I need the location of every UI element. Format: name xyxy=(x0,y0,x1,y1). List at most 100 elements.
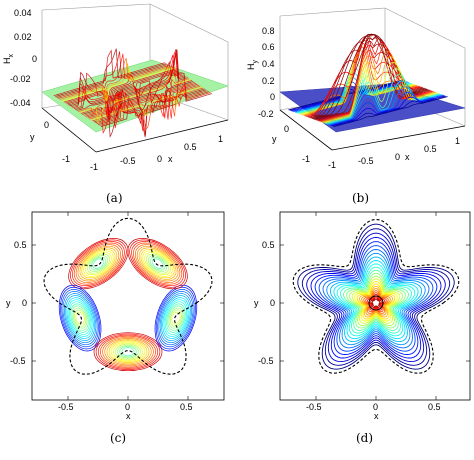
panel-c-contour-line xyxy=(119,346,137,358)
panel-c-contour-line xyxy=(154,284,198,352)
panel-c-contour-line xyxy=(81,248,116,279)
panel-d-contours xyxy=(292,218,460,374)
panel-b-ylabel: y xyxy=(272,134,277,144)
panel-d-contour-line xyxy=(354,281,398,322)
panel-c-contour-line xyxy=(104,338,152,366)
panel-b-mesh-line xyxy=(289,80,404,111)
panel-b-mesh-line xyxy=(331,95,446,127)
panel-a-mesh-line xyxy=(73,52,185,110)
panel-b-mesh-line xyxy=(333,96,448,127)
panel-c-contour-line xyxy=(58,284,102,352)
panel-c-contour-line xyxy=(92,258,105,269)
panel-c-contour-line xyxy=(157,289,195,348)
panel-d-contour-line xyxy=(370,297,382,308)
panel-c-contour-line xyxy=(102,336,154,367)
panel-c-contour-line xyxy=(72,241,125,287)
panel-b-mesh-line xyxy=(325,74,441,125)
panel-a-xtick: -1 xyxy=(90,162,98,172)
panel-d-contour-line xyxy=(318,245,434,352)
panel-a-mesh-line xyxy=(53,49,165,96)
panel-d-caption: (d) xyxy=(356,431,373,445)
panel-b-mesh-line xyxy=(314,34,429,120)
panel-b-mesh-line xyxy=(323,62,438,124)
panel-a-mesh-line xyxy=(75,49,187,111)
panel-d-ytick: -0.5 xyxy=(258,356,274,366)
panel-b-mesh-line xyxy=(324,68,439,124)
panel-c-contour-line xyxy=(90,256,107,271)
panel-a: Hx 0.04 0.02 0 -0.02 -0.04 0 y -1 -1 -0.… xyxy=(2,3,229,205)
panel-c-contour-line xyxy=(83,250,114,277)
panel-c-contours xyxy=(43,217,213,375)
panel-c-contour-line xyxy=(148,255,168,272)
panel-c-contour-line xyxy=(72,307,88,329)
panel-c-contour-line xyxy=(127,238,188,290)
panel-b-ztick: 0.6 xyxy=(262,42,275,52)
panel-d-xlabel: x xyxy=(374,411,379,421)
panel-a-box-front xyxy=(41,107,229,153)
panel-b-mesh-line xyxy=(312,33,428,120)
panel-c-contour-line xyxy=(62,291,98,346)
panel-c-contour-line xyxy=(146,253,170,274)
panel-b-ztick: -0.2 xyxy=(258,109,274,119)
panel-c-contour-line xyxy=(97,334,159,369)
panel-a-mesh-line xyxy=(66,70,178,119)
panel-a-mesh-line xyxy=(85,82,197,119)
panel-a-mesh-line xyxy=(58,53,170,99)
panel-c-ylabel: y xyxy=(6,298,11,308)
panel-b-mesh-line xyxy=(316,38,432,121)
panel-b-xtick: 0.5 xyxy=(424,144,437,154)
panel-b-mesh-line xyxy=(293,81,408,113)
panel-a-mesh-line xyxy=(62,67,174,102)
panel-b-mesh-line xyxy=(298,63,413,115)
panel-c-contour-line xyxy=(88,255,108,272)
panel-c-contour-line xyxy=(135,244,181,283)
panel-c-contour-line xyxy=(106,339,150,365)
panel-a-xtick: 0.5 xyxy=(184,142,197,152)
panel-d-contour-line xyxy=(322,249,430,349)
panel-c-contour-line xyxy=(158,291,194,346)
panel-c-ytick: 0.5 xyxy=(14,240,27,250)
panel-b-ztick: 0.4 xyxy=(262,59,275,69)
panel-c-contour-line xyxy=(138,247,177,280)
panel-c-contour-line xyxy=(166,303,186,333)
panel-c-contour-line xyxy=(61,289,99,348)
panel-c-ticks xyxy=(32,212,224,400)
panel-b-ytick: -1 xyxy=(302,154,310,164)
panel-b-xtick: -1 xyxy=(328,160,336,170)
panel-a-xtick: 1 xyxy=(218,134,223,144)
panel-d-contour-line xyxy=(343,269,409,331)
panel-a-mesh-line xyxy=(63,68,175,116)
panel-a-mesh-line xyxy=(72,49,184,109)
panel-c-contour-line xyxy=(93,332,163,372)
panel-a-mesh-line xyxy=(77,60,190,116)
panel-c-contour-line xyxy=(100,335,156,368)
panel-c-caption: (c) xyxy=(110,431,126,445)
panel-d-contour-line xyxy=(361,288,391,316)
panel-c-contour-line xyxy=(168,307,184,329)
panel-c-contour-line xyxy=(68,301,92,335)
panel-c-contour-line xyxy=(70,303,90,333)
panel-c-contour-line xyxy=(159,293,193,344)
panel-c-contour-line xyxy=(163,299,189,337)
panel-a-ztick: 0 xyxy=(32,54,37,64)
panel-b-mesh-line xyxy=(322,56,437,123)
panel-d-boundary xyxy=(292,218,460,374)
panel-a-mesh-line xyxy=(68,71,180,122)
panel-d-contour-line xyxy=(333,260,419,340)
panel-a-mesh-line xyxy=(55,48,167,97)
panel-d-contour-line xyxy=(297,223,455,370)
panel-c-contour-line xyxy=(121,347,135,357)
panel-c-contour-line xyxy=(85,252,112,276)
panel-b-mesh-line xyxy=(332,95,447,127)
panel-d: -0.5 0 0.5 x 0.5 0 -0.5 y (d) xyxy=(254,211,471,445)
panel-d-xtick: -0.5 xyxy=(306,402,322,412)
panel-d-contour-line xyxy=(306,232,446,363)
panel-a-mesh-line xyxy=(70,55,182,108)
panel-b-zlabel: Hy xyxy=(246,60,259,71)
panel-d-ylabel: y xyxy=(254,298,259,308)
panel-d-contour-line xyxy=(363,290,389,314)
panel-b-mesh-line xyxy=(311,33,426,119)
panel-a-xtick: -0.5 xyxy=(120,156,136,166)
panel-a-xtick: 0 xyxy=(157,154,162,164)
panel-c-contour-line xyxy=(66,297,94,339)
